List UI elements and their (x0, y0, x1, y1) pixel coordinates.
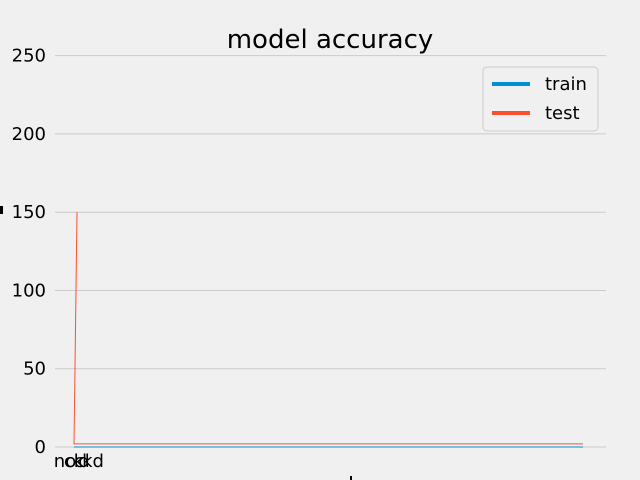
y-tick-label: 200 (12, 124, 46, 145)
y-tick-label: 100 (12, 280, 46, 301)
x-tick-label: c (74, 451, 84, 472)
y-tick-label: 0 (35, 437, 46, 458)
legend: train test (482, 66, 599, 132)
x-tick-label: ck (64, 451, 85, 472)
chart-title: model accuracy (227, 25, 434, 55)
y-axis-label-fragment (0, 206, 3, 214)
series-line-test (73, 212, 583, 445)
x-tick-label: no (54, 451, 76, 472)
y-tick-label: 50 (23, 359, 46, 380)
x-tick-label: kd (82, 451, 104, 472)
legend-label-train: train (545, 74, 587, 95)
series-group (73, 212, 583, 448)
legend-label-test: test (545, 103, 580, 124)
y-tick-labels: 0 50 100 150 200 250 (12, 46, 46, 458)
y-tick-label: 250 (12, 46, 46, 67)
x-axis-label-fragment (350, 476, 352, 480)
x-tick-label: d (78, 451, 89, 472)
y-tick-label: 150 (12, 202, 46, 223)
